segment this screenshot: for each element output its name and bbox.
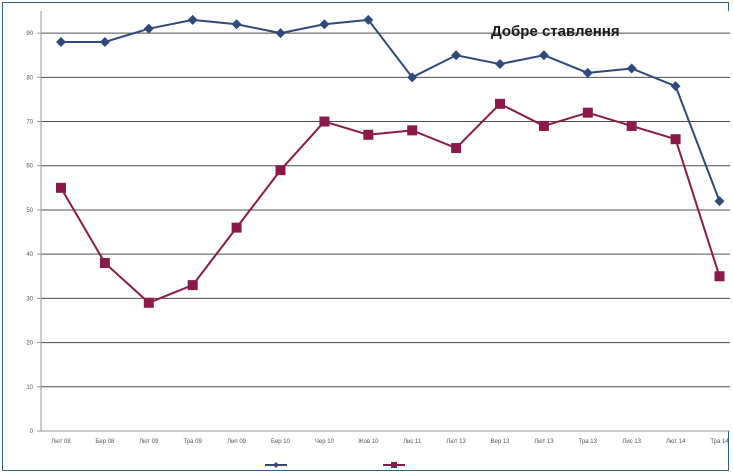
series-line	[60, 102, 721, 304]
data-point	[56, 36, 66, 47]
y-tick-labels: 0 10 20 30 40 50 60 70 80 90	[26, 31, 41, 435]
legend-item	[383, 462, 405, 468]
x-tick-labels: Лют 08 Бер 08 Лют 09 Тра 09 Лип 09 Бер 10 Чер …	[51, 439, 729, 445]
x-tick-label: Лис 11	[403, 439, 422, 445]
data-point	[714, 271, 725, 282]
data-point	[451, 50, 462, 61]
data-point	[319, 19, 330, 30]
data-point	[187, 280, 198, 291]
data-point	[451, 143, 462, 154]
series-group	[56, 14, 725, 308]
gridlines	[41, 32, 730, 388]
data-point	[670, 134, 681, 145]
plot-area	[41, 11, 730, 431]
x-tick-label: Тра 13	[579, 439, 598, 445]
y-tick-label: 0	[30, 429, 34, 435]
data-point	[99, 36, 110, 47]
x-tick-label: Лют 14	[666, 439, 686, 445]
x-tick-label: Лют 13	[534, 439, 554, 445]
series-2	[56, 98, 725, 308]
data-point	[538, 50, 549, 61]
x-tick-label: Вер 13	[490, 439, 510, 445]
data-point	[56, 182, 66, 193]
data-point	[495, 59, 505, 70]
data-point	[275, 165, 286, 176]
x-tick-label: Тра 14	[710, 439, 729, 445]
data-point	[495, 98, 505, 109]
y-tick-label: 90	[26, 31, 33, 37]
data-point	[407, 125, 418, 136]
legend-marker	[391, 462, 397, 468]
data-point	[714, 196, 725, 207]
line-chart: 0 10 20 30 40 50 60 70 80 90 Лют 08 Бер 08 Лют 09 Тр…	[26, 11, 730, 468]
x-tick-label: Лип 09	[227, 439, 247, 445]
data-point	[582, 107, 593, 118]
data-point	[582, 67, 593, 78]
x-tick-label: Тра 09	[184, 439, 203, 445]
x-tick-label: Лют 08	[51, 439, 71, 445]
y-tick-label: 10	[26, 385, 33, 391]
legend	[265, 462, 405, 468]
data-point	[363, 129, 374, 140]
y-tick-label: 80	[26, 75, 33, 81]
data-point	[143, 297, 154, 308]
legend-marker	[273, 462, 279, 468]
data-point	[275, 28, 286, 39]
legend-item	[265, 462, 287, 468]
y-tick-label: 30	[26, 296, 33, 302]
x-tick-label: Лют 09	[139, 439, 159, 445]
data-point	[626, 63, 637, 74]
x-tick-label: Жов 10	[358, 439, 379, 445]
y-tick-label: 60	[26, 164, 33, 170]
y-tick-label: 70	[26, 120, 33, 126]
chart-title: Добре ставлення	[491, 23, 620, 40]
x-tick-label: Бер 10	[271, 439, 291, 445]
x-tick-label: Бер 08	[95, 439, 115, 445]
data-point	[143, 23, 154, 34]
data-point	[231, 19, 242, 30]
data-point	[538, 120, 549, 131]
data-point	[407, 72, 418, 83]
x-tick-label: Лют 13	[446, 439, 466, 445]
x-tick-label: Чер 10	[315, 439, 335, 445]
data-point	[319, 116, 330, 127]
y-tick-label: 20	[26, 341, 33, 347]
x-tick-label: Лис 13	[622, 439, 641, 445]
y-tick-label: 40	[26, 252, 33, 258]
data-point	[187, 14, 198, 25]
data-point	[231, 222, 242, 233]
data-point	[99, 258, 110, 268]
series-1	[56, 14, 725, 207]
data-point	[626, 120, 637, 131]
y-tick-label: 50	[26, 208, 33, 214]
series-line	[61, 18, 721, 202]
data-point	[670, 81, 681, 92]
data-point	[363, 14, 374, 25]
